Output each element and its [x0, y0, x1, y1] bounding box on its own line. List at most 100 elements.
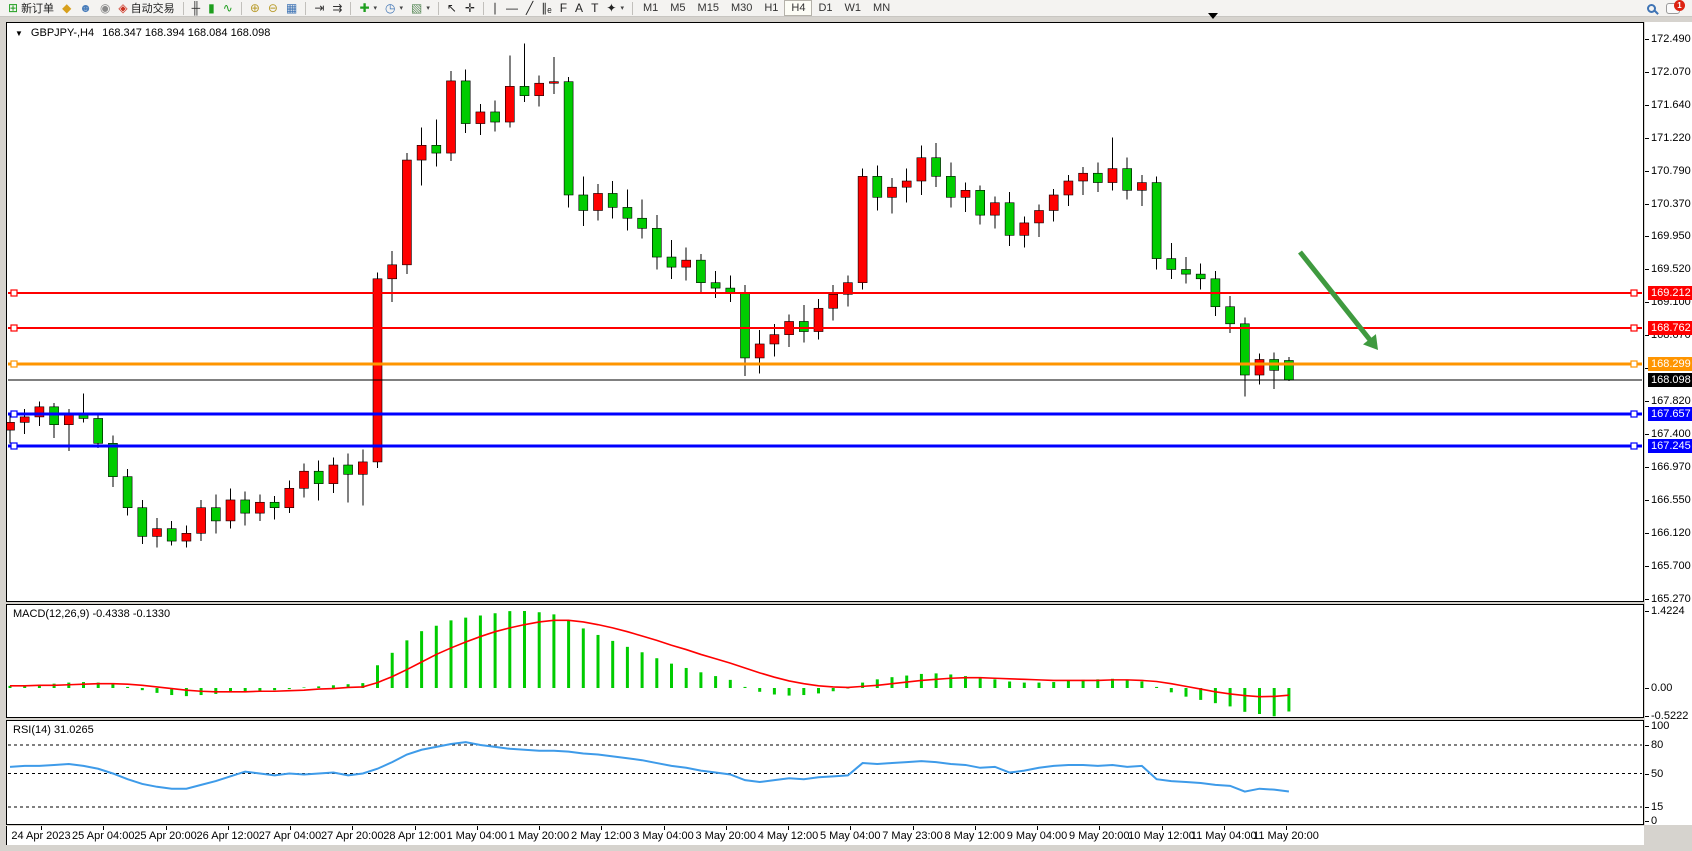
periods-icon: ◷	[385, 1, 396, 15]
rsi-tick-0: 0	[1651, 815, 1658, 827]
crosshair-button[interactable]: ✛	[461, 0, 479, 16]
price-tick-171.220-tick	[1645, 138, 1649, 139]
time-label[interactable]: 11 May 04:00	[1190, 830, 1257, 842]
equidistant-channel-button[interactable]: ∥ₑ	[537, 0, 555, 16]
styler-button[interactable]: ◆	[58, 0, 75, 16]
macd-pane[interactable]: MACD(12,26,9) -0.4338 -0.1330	[6, 604, 1644, 718]
periods-button[interactable]: ◷ ▾	[381, 0, 407, 16]
indicators-button[interactable]: ✚ ▾	[355, 0, 381, 16]
vertical-line-button[interactable]: ∣	[488, 0, 502, 16]
periods-caret-icon: ▾	[399, 5, 404, 12]
timeframe-m15-button[interactable]: M15	[697, 2, 719, 14]
time-label[interactable]: 27 Apr 20:00	[321, 830, 384, 842]
time-tick	[974, 826, 976, 830]
time-axis[interactable]: 24 Apr 2023 25 Apr 04:00 25 Apr 20:00 26 Ap…	[6, 826, 1644, 845]
fibonacci-button[interactable]: F	[556, 0, 571, 16]
time-label[interactable]: 11 May 20:00	[1253, 830, 1319, 842]
time-label[interactable]: 26 Apr 12:00	[196, 830, 259, 842]
arrows-caret-icon: ▾	[620, 5, 624, 12]
line-chart-icon: ∿	[222, 1, 233, 15]
time-tick	[725, 826, 727, 830]
time-tick	[539, 826, 540, 830]
time-label[interactable]: 10 May 12:00	[1128, 830, 1195, 842]
bar-chart-button[interactable]: ╫	[188, 0, 205, 16]
toolbar: ⊞ 新订单 ◆ ☻ ◉ ◈ 自动交易 ╫ ▮ ∿ ⊕ ⊖ ▦ ⇥ ⇉ ✚ ▾ ◷ ▾ ▧ ▾ ↖ ✛ ∣ ― ╱ ∥ₑ F A T ✦ ▾ M1…	[0, 0, 1692, 17]
arrow-annotation[interactable]	[1298, 250, 1378, 350]
time-label[interactable]: 9 May 20:00	[1068, 830, 1130, 842]
candlestick-chart-icon: ▮	[208, 1, 215, 15]
timeframe-h4-button[interactable]: H4	[784, 0, 813, 16]
time-label[interactable]: 5 May 04:00	[819, 830, 881, 842]
time-label[interactable]: 3 May 04:00	[633, 830, 694, 842]
time-label[interactable]: 2 May 12:00	[570, 830, 632, 842]
text-label-button[interactable]: T	[587, 0, 602, 16]
rsi-tick-100-tick	[1645, 726, 1649, 727]
time-label[interactable]: 25 Apr 04:00	[72, 830, 135, 842]
hline-168.762[interactable]	[8, 324, 1642, 332]
time-label[interactable]: 7 May 23:00	[882, 830, 943, 842]
alerts-button[interactable]: ◉	[96, 0, 114, 16]
timeframe-h1-button[interactable]: H1	[764, 2, 779, 14]
chart-shift-button[interactable]: ⇥	[310, 0, 328, 16]
time-label[interactable]: 9 May 04:00	[1006, 830, 1068, 842]
timeframe-w1-button[interactable]: W1	[844, 2, 862, 14]
search-button[interactable]	[1647, 3, 1656, 13]
auto-scroll-button[interactable]: ⇉	[328, 0, 346, 16]
cursor-button[interactable]: ↖	[443, 0, 461, 16]
timeframe-mn-button[interactable]: MN	[873, 2, 891, 14]
current-price-label: 168.098	[1648, 373, 1692, 387]
equidistant-channel-icon: ∥ₑ	[541, 1, 552, 15]
templates-button[interactable]: ▧ ▾	[407, 0, 434, 16]
time-label[interactable]: 8 May 12:00	[944, 830, 1006, 842]
text-button[interactable]: A	[571, 0, 587, 16]
time-label[interactable]: 1 May 20:00	[508, 830, 570, 842]
time-tick	[1099, 826, 1101, 830]
time-label[interactable]: 27 Apr 04:00	[258, 830, 322, 842]
notifications-button[interactable]: 1	[1666, 0, 1685, 14]
candlestick-chart-button[interactable]: ▮	[204, 0, 219, 16]
tile-windows-button[interactable]: ▦	[282, 0, 301, 16]
time-label[interactable]: 25 Apr 20:00	[134, 830, 197, 842]
timeframe-m1-button[interactable]: M1	[642, 2, 659, 14]
price-tick-168.250-tick	[1645, 368, 1649, 369]
price-tick-170.790-tick	[1645, 171, 1649, 172]
time-label[interactable]: 1 May 04:00	[446, 830, 508, 842]
price-tick-165.270-tick	[1645, 599, 1649, 600]
time-tick	[850, 826, 852, 830]
timeframe-d1-button[interactable]: D1	[818, 2, 833, 14]
arrows-button[interactable]: ✦ ▾	[602, 0, 628, 16]
time-tick	[663, 826, 665, 830]
toolbar-separator	[182, 1, 184, 15]
time-tick	[788, 826, 789, 830]
hline-price-label-168.299: 168.299	[1648, 357, 1692, 371]
time-label[interactable]: 24 Apr 2023	[11, 830, 71, 842]
zoom-out-button[interactable]: ⊖	[264, 0, 282, 16]
new-order-button[interactable]: ⊞ 新订单	[4, 0, 58, 16]
time-label[interactable]: 3 May 20:00	[695, 830, 757, 842]
price-tick-172.070: 172.070	[1651, 66, 1691, 78]
price-tick-165.700-tick	[1645, 566, 1649, 567]
zoom-in-button[interactable]: ⊕	[246, 0, 264, 16]
trendline-button[interactable]: ╱	[522, 0, 537, 16]
text-label-icon: T	[591, 1, 599, 15]
time-label[interactable]: 28 Apr 12:00	[383, 830, 446, 842]
line-chart-button[interactable]: ∿	[219, 0, 237, 16]
hline-167.245[interactable]	[8, 442, 1642, 450]
hline-168.299[interactable]	[8, 360, 1642, 368]
rsi-pane[interactable]: RSI(14) 31.0265	[6, 720, 1644, 825]
hline-169.212[interactable]	[8, 289, 1642, 297]
ohlc-values: 168.347 168.394 168.084 168.098	[102, 27, 271, 39]
timeframe-m5-button[interactable]: M5	[670, 2, 686, 14]
horizontal-line-button[interactable]: ―	[502, 0, 522, 16]
price-pane[interactable]: ▼ GBPJPY-,H4 168.347 168.394 168.084 168…	[6, 22, 1644, 602]
time-label[interactable]: 4 May 12:00	[757, 830, 819, 842]
price-tick-168.250: 168.250	[1651, 362, 1691, 374]
hline-167.657[interactable]	[8, 410, 1642, 418]
text-icon: A	[575, 1, 584, 15]
market-watch-button[interactable]: ☻	[75, 0, 96, 16]
trendline-icon: ╱	[526, 1, 534, 15]
timeframe-m30-button[interactable]: M30	[730, 2, 753, 14]
collapse-icon[interactable]: ▼	[15, 28, 23, 38]
auto-trading-button[interactable]: ◈ 自动交易	[114, 0, 178, 16]
price-tick-169.950: 169.950	[1651, 230, 1691, 242]
